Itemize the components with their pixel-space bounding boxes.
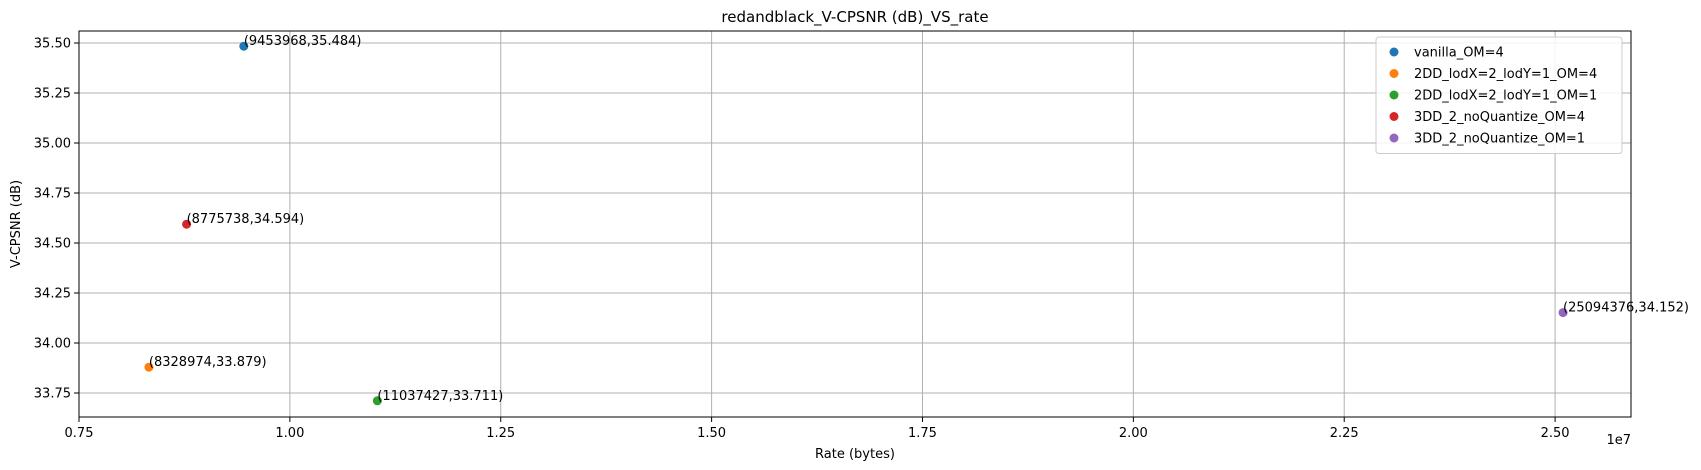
y-tick-label: 34.75 — [34, 187, 71, 202]
data-point-label: (25094376,34.152) — [1563, 301, 1689, 316]
data-point — [144, 362, 154, 372]
y-tick-label: 35.00 — [34, 137, 71, 152]
x-tick-label: 1.75 — [908, 426, 937, 441]
data-point-label: (8775738,34.594) — [187, 212, 305, 227]
legend-entry-label: 3DD_2_noQuantize_OM=1 — [1414, 132, 1585, 147]
data-point — [239, 41, 249, 51]
data-point-label: (8328974,33.879) — [149, 355, 267, 370]
legend-marker — [1389, 133, 1399, 143]
legend-entry-label: 2DD_lodX=2_lodY=1_OM=4 — [1414, 67, 1597, 82]
legend-box — [1375, 36, 1623, 154]
x-axis-offset-label: 1e7 — [1606, 433, 1631, 448]
data-point — [182, 219, 192, 229]
plot-area — [78, 30, 1632, 418]
data-point — [1558, 308, 1568, 318]
x-tick-label: 2.50 — [1541, 426, 1570, 441]
data-labels: (9453968,35.484) (8328974,33.879) (1103742… — [149, 34, 1689, 404]
y-axis-label: V-CPSNR (dB) — [9, 180, 24, 268]
x-tick-label: 1.25 — [486, 426, 515, 441]
y-tick-label: 34.50 — [34, 237, 71, 252]
legend-entry-label: 3DD_2_noQuantize_OM=4 — [1414, 110, 1585, 125]
legend-marker — [1389, 112, 1399, 121]
x-axis-label: Rate (bytes) — [815, 447, 895, 462]
y-tick-label: 34.00 — [34, 337, 71, 352]
data-point — [372, 396, 382, 406]
data-point-label: (11037427,33.711) — [377, 389, 503, 404]
y-axis-ticks: 33.75 34.00 34.25 34.50 34.75 35.00 35.25 35.50 — [34, 37, 79, 402]
legend-entry-label: vanilla_OM=4 — [1414, 46, 1504, 61]
x-tick-label: 2.00 — [1119, 426, 1148, 441]
x-axis-ticks: 0.75 1.00 1.25 1.50 1.75 2.00 2.25 2.50 — [65, 417, 1570, 441]
grid — [78, 31, 1631, 417]
legend-marker — [1389, 69, 1399, 78]
y-tick-label: 35.50 — [34, 37, 71, 52]
y-tick-label: 35.25 — [34, 87, 71, 102]
data-points — [144, 41, 1568, 406]
x-tick-label: 0.75 — [65, 426, 94, 441]
data-point-label: (9453968,35.484) — [244, 34, 362, 49]
legend-entry-label: 2DD_lodX=2_lodY=1_OM=1 — [1414, 89, 1597, 104]
x-tick-label: 1.00 — [275, 426, 304, 441]
legend: vanilla_OM=4 2DD_lodX=2_lodY=1_OM=4 2DD_lo… — [1375, 36, 1623, 154]
y-tick-label: 33.75 — [34, 387, 71, 402]
chart-title: redandblack_V-CPSNR (dB)_VS_rate — [721, 8, 988, 27]
x-tick-label: 1.50 — [697, 426, 726, 441]
legend-marker — [1389, 90, 1399, 100]
y-tick-label: 34.25 — [34, 287, 71, 302]
legend-marker — [1389, 47, 1399, 57]
x-tick-label: 2.25 — [1330, 426, 1359, 441]
